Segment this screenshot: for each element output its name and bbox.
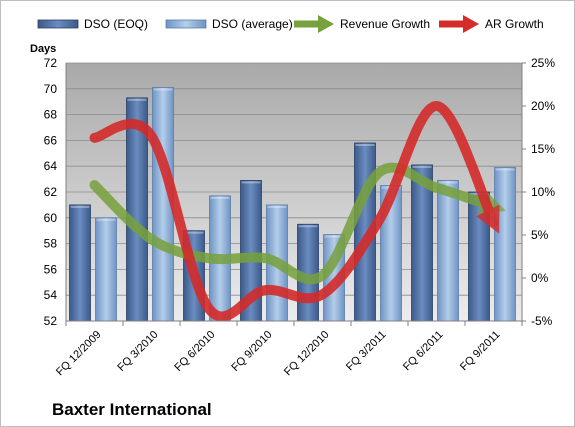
legend-label: DSO (EOQ) — [84, 17, 148, 31]
bar-highlight — [267, 205, 287, 208]
bar-dso-average — [437, 179, 459, 322]
y-left-tick-label: 56 — [44, 262, 58, 276]
bar-highlight — [210, 196, 230, 199]
y-left-tick-label: 64 — [44, 159, 58, 173]
bar-highlight — [495, 168, 515, 171]
y-right-tick-label: -5% — [531, 314, 553, 328]
company-label: Baxter International — [52, 400, 212, 419]
y-left-tick-label: 52 — [44, 314, 58, 328]
bar-highlight — [184, 231, 204, 234]
y-left-tick-label: 70 — [44, 82, 58, 96]
bar-highlight — [438, 181, 458, 184]
bar-highlight — [127, 98, 147, 101]
y-right-tick-label: 15% — [531, 142, 555, 156]
y-right-tick-label: 5% — [531, 228, 549, 242]
legend-label: AR Growth — [485, 17, 544, 31]
legend-label: DSO (average) — [212, 17, 293, 31]
line-ar-growth — [89, 100, 500, 322]
bar-highlight — [298, 225, 318, 228]
bar-dso-average — [494, 167, 516, 322]
y-right-tick-label: 25% — [531, 56, 555, 70]
y-left-tick-label: 72 — [44, 56, 58, 70]
y-right-tick-label: 0% — [531, 271, 549, 285]
legend-swatch — [165, 19, 207, 29]
bar-highlight — [96, 218, 116, 221]
legend-label: Revenue Growth — [340, 17, 430, 31]
y-left-tick-label: 66 — [44, 133, 58, 147]
bar-highlight — [153, 88, 173, 91]
bar-highlight — [412, 165, 432, 168]
bar-highlight — [241, 181, 261, 184]
line-revenue-growth — [89, 162, 506, 285]
bar-highlight — [324, 235, 344, 238]
legend-arrow-icon — [463, 15, 479, 33]
legend: DSO (EOQ) DSO (average) Revenue Growth AR G… — [37, 15, 544, 33]
legend-arrow-icon — [318, 15, 334, 33]
y-axis-label: Days — [30, 43, 56, 55]
legend-swatch — [37, 19, 79, 29]
y-right-tick-label: 20% — [531, 99, 555, 113]
y-left-tick-label: 58 — [44, 237, 58, 251]
y-right-tick-label: 10% — [531, 185, 555, 199]
bar-dso-average — [95, 217, 117, 322]
y-left-tick-label: 62 — [44, 185, 58, 199]
y-left-tick-label: 68 — [44, 108, 58, 122]
y-left-tick-label: 54 — [44, 288, 58, 302]
bar-highlight — [70, 205, 90, 208]
y-left-tick-label: 60 — [44, 211, 58, 225]
bar-highlight — [355, 143, 375, 146]
bar-dso-eoq — [69, 204, 91, 322]
